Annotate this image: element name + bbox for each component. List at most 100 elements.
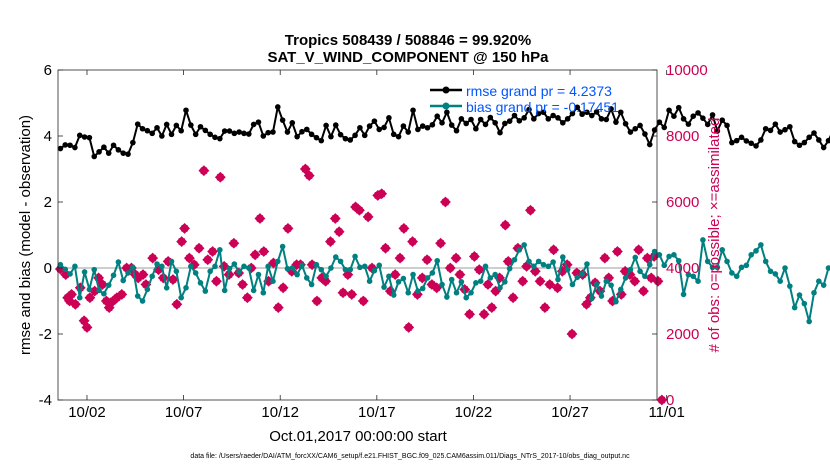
bias-point [666, 253, 672, 260]
bias-point [318, 266, 325, 273]
bias-point [299, 262, 305, 269]
bias-point [661, 262, 668, 269]
bias-point [347, 266, 354, 273]
bias-point [632, 254, 639, 261]
rmse-point [105, 150, 112, 156]
bias-point [81, 269, 88, 275]
bias-point [410, 271, 416, 278]
bias-point [492, 271, 498, 278]
rmse-point [308, 131, 315, 138]
rmse-point [86, 134, 93, 141]
obs-assimilated-marker [211, 275, 222, 287]
obs-assimilated-marker [566, 328, 578, 340]
rmse-point [806, 134, 812, 141]
rmse-point [608, 106, 614, 112]
bias-point [448, 276, 455, 283]
bias-point [555, 276, 561, 283]
bias-point [96, 287, 102, 294]
rmse-point [579, 111, 585, 118]
bias-point [463, 294, 469, 301]
obs-assimilated-marker [116, 288, 128, 300]
obs-assimilated-marker [81, 321, 93, 333]
rmse-point [656, 119, 663, 125]
bias-point [328, 265, 334, 271]
bias-point [560, 254, 566, 260]
bias-point [134, 293, 141, 299]
bias-point [236, 269, 242, 275]
bias-point [584, 261, 590, 267]
bias-point [724, 258, 730, 265]
obs-assimilated-marker [552, 282, 563, 294]
bias-point [405, 289, 412, 296]
bias-point [482, 263, 489, 270]
rmse-point [381, 124, 387, 131]
obs-assimilated-marker [228, 237, 240, 249]
bias-point [767, 268, 774, 275]
obs-assimilated-marker [193, 242, 205, 254]
rmse-point [188, 122, 194, 128]
rmse-point [419, 123, 426, 129]
rmse-point [704, 121, 711, 128]
obs-assimilated-marker [403, 321, 415, 333]
bias-point [400, 275, 407, 282]
bias-point [57, 261, 64, 268]
bias-point [207, 268, 213, 275]
rmse-point [429, 121, 436, 128]
bias-point [303, 275, 310, 281]
rmse-point [637, 122, 643, 129]
rmse-point [473, 125, 479, 132]
obs-assimilated-marker [454, 269, 466, 281]
bias-point [574, 274, 581, 281]
bias-point [738, 264, 745, 271]
rmse-point [250, 121, 257, 128]
bias-point [511, 256, 518, 263]
legend-bias-marker [442, 102, 450, 110]
bias-point [588, 295, 595, 302]
bias-point [72, 263, 78, 270]
chart-subtitle: SAT_V_WIND_COMPONENT @ 150 hPa [267, 49, 549, 66]
y-axis-left-ticks: -4 -2 0 2 4 6 [39, 62, 63, 409]
bias-point [429, 270, 436, 276]
bias-point [241, 263, 247, 270]
obs-assimilated-marker [389, 269, 401, 281]
obs-assimilated-marker [202, 254, 214, 266]
bias-point [308, 281, 315, 288]
rmse-point [564, 116, 571, 122]
bias-point [743, 262, 750, 269]
bias-point [376, 262, 383, 269]
rmse-point [458, 116, 465, 122]
rmse-point [627, 129, 634, 135]
rmse-point [569, 110, 576, 117]
obs-assimilated-marker [282, 222, 294, 234]
rmse-point [415, 126, 421, 133]
bias-point [120, 277, 127, 284]
rmse-point [617, 109, 624, 116]
obs-assimilated-marker [407, 236, 419, 248]
obs-assimilated-marker [346, 288, 358, 300]
bias-point [704, 258, 711, 265]
rmse-point [690, 113, 697, 119]
obs-assimilated-marker [66, 288, 77, 300]
bias-point [202, 288, 209, 294]
bias-point [386, 273, 392, 280]
rmse-point [241, 130, 247, 137]
rmse-point [168, 131, 175, 138]
rmse-point [482, 121, 489, 128]
bias-point [424, 275, 431, 281]
rmse-point [57, 145, 64, 152]
bias-point [516, 247, 523, 253]
obs-assimilated-marker [482, 279, 494, 290]
obs-assimilated-marker [611, 246, 623, 257]
plot-frame [57, 69, 658, 401]
obs-assimilated-marker [303, 170, 315, 182]
rmse-point [719, 117, 726, 123]
bias-point [110, 272, 117, 279]
rmse-point [502, 120, 508, 127]
rmse-point [603, 116, 610, 123]
bias-point [690, 273, 697, 280]
obs-assimilated-marker [656, 394, 668, 406]
obs-assimilated-marker [325, 236, 336, 248]
rmse-point [487, 114, 494, 121]
rmse-point [294, 133, 300, 140]
bias-point [646, 261, 653, 268]
